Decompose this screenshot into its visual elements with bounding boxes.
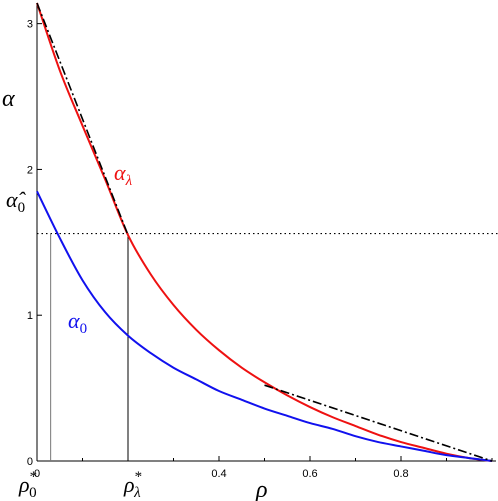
y-axis-label: α xyxy=(2,86,15,112)
alpha-lambda-curve xyxy=(36,2,493,462)
alpha-0-label: α0 xyxy=(68,308,87,337)
x-tick-label: 0.4 xyxy=(211,468,226,480)
x-tick-label: 0 xyxy=(34,468,40,480)
y-tick-label: 1 xyxy=(27,310,33,322)
y-tick-label: 3 xyxy=(27,19,33,31)
x-tick-label: 0.6 xyxy=(302,468,317,480)
tangent-line-left xyxy=(36,2,129,236)
alpha-0-curve xyxy=(36,190,493,462)
rho-lambda-star-label: ρ* λ xyxy=(123,469,142,501)
series-lines xyxy=(36,2,493,462)
x-tick-label: 0.8 xyxy=(393,468,408,480)
tick-labels: 0 1 2 3 0 0.4 0.6 0.8 xyxy=(27,19,409,480)
guide-lines xyxy=(37,232,498,461)
rho-0-star-label: ρ* 0 xyxy=(18,469,37,501)
alpha-hat-0-label: α̂0 xyxy=(6,187,27,216)
axes xyxy=(36,3,496,462)
x-axis-label: ρ xyxy=(255,477,268,501)
y-tick-label: 0 xyxy=(27,456,33,468)
alpha-lambda-label: αλ xyxy=(114,160,133,189)
y-tick-label: 2 xyxy=(27,164,33,176)
tangent-line-right xyxy=(264,384,493,462)
